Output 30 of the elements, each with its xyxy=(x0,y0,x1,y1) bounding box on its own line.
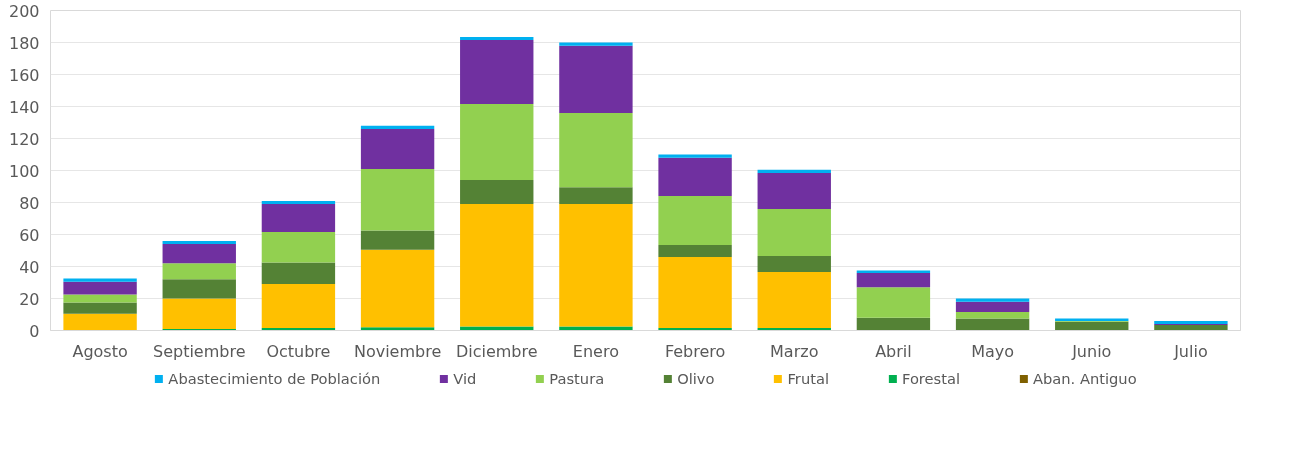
x-tick-label: Abril xyxy=(875,341,912,361)
x-tick-label: Noviembre xyxy=(353,341,442,361)
x-tick-label: Agosto xyxy=(72,341,128,361)
y-tick-label: 160 xyxy=(8,65,40,85)
y-tick-label: 140 xyxy=(8,97,40,117)
legend-label: Frutal xyxy=(787,369,829,387)
y-tick-label: 0 xyxy=(29,321,40,341)
x-tick-label: Mayo xyxy=(971,341,1015,361)
legend-label: Forestal xyxy=(901,369,961,387)
y-tick-label: 180 xyxy=(8,33,40,53)
y-tick-label: 60 xyxy=(19,225,40,245)
x-tick-label: Septiembre xyxy=(152,341,246,361)
y-tick-label: 200 xyxy=(8,1,40,21)
x-tick-label: Febrero xyxy=(664,341,726,361)
x-tick-label: Julio xyxy=(1173,341,1208,361)
y-tick-label: 100 xyxy=(8,161,40,181)
x-tick-label: Junio xyxy=(1071,341,1112,361)
y-tick-label: 80 xyxy=(19,193,40,213)
y-tick-label: 40 xyxy=(19,257,40,277)
x-tick-label: Marzo xyxy=(770,341,819,361)
x-tick-label: Diciembre xyxy=(455,341,538,361)
y-tick-label: 120 xyxy=(8,129,40,149)
x-tick-label: Enero xyxy=(572,341,619,361)
y-tick-label: 20 xyxy=(19,289,40,309)
legend-label: Vid xyxy=(453,369,477,387)
x-tick-label: Octubre xyxy=(266,341,331,361)
legend-label: Olivo xyxy=(677,369,715,387)
legend-label: Abastecimiento de Población xyxy=(168,369,381,387)
legend-label: Aban. Antiguo xyxy=(1033,369,1137,387)
legend-label: Pastura xyxy=(549,369,605,387)
